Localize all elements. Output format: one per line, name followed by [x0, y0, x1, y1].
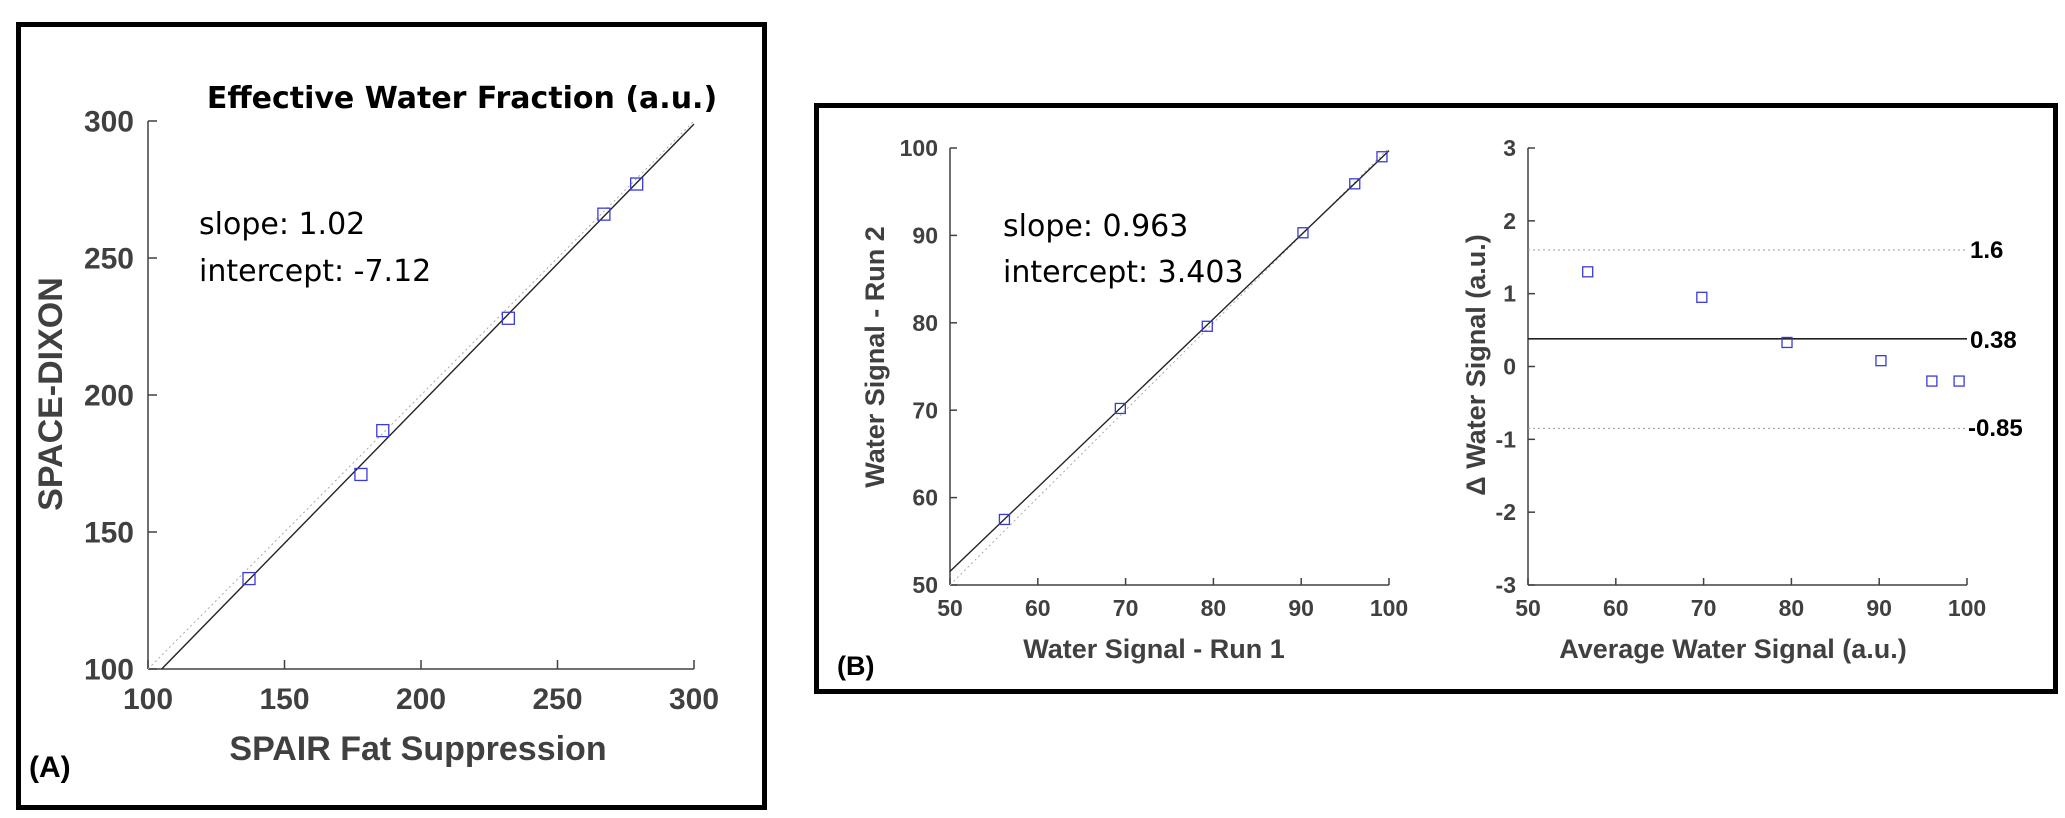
chart-b2-x-tick-label: 100: [1948, 595, 1986, 621]
chart-a-xlabel: SPAIR Fat Suppression: [229, 730, 606, 768]
chart-a-annotation-intercept: intercept: -7.12: [199, 254, 431, 289]
chart-b1-x-tick-label: 50: [937, 595, 963, 621]
chart-a-x-tick-label: 300: [669, 683, 719, 716]
chart-b2-point: [1926, 375, 1938, 387]
chart-b1-y-tick-label: 100: [900, 135, 938, 161]
chart-a-x-tick-label: 100: [123, 683, 173, 716]
panel-b-frame: [814, 103, 2058, 694]
chart-b1-x-tick-label: 100: [1370, 595, 1408, 621]
chart-b2-y-tick-label: -2: [1496, 499, 1516, 525]
chart-b1-point: [1349, 178, 1361, 190]
chart-b1-annotation-intercept: intercept: 3.403: [1003, 255, 1244, 290]
chart-b1-xlabel: Water Signal - Run 1: [1023, 634, 1285, 664]
chart-b1-annotation-slope: slope: 0.963: [1003, 209, 1188, 244]
chart-b1-plot: 50 60 70 80 90 100 50 60 70 80 90 100: [900, 135, 1409, 621]
chart-a-point: [376, 423, 390, 438]
chart-b2-x-tick-label: 50: [1515, 595, 1541, 621]
chart-a-title: Effective Water Fraction (a.u.): [207, 81, 717, 116]
chart-a-x-tick-label: 150: [259, 683, 309, 716]
chart-b2-xlabel: Average Water Signal (a.u.): [1559, 634, 1907, 664]
chart-a-plot: 100 150 200 250 300 100 150 200 250 300: [84, 106, 719, 717]
chart-b2-point: [1875, 355, 1887, 367]
chart-b2-loa-upper-label: 1.6: [1970, 237, 2003, 264]
panel-a-frame: [16, 22, 767, 810]
chart-b2-point: [1696, 291, 1708, 303]
chart-b1-x-tick-label: 80: [1201, 595, 1227, 621]
chart-a-y-tick-label: 100: [84, 654, 134, 687]
chart-b2-x-tick-label: 70: [1691, 595, 1717, 621]
chart-b2-ylabel: Δ Water Signal (a.u.): [1461, 234, 1491, 495]
chart-a-y-tick-label: 250: [84, 243, 134, 276]
chart-b2-loa-lower-label: -0.85: [1968, 415, 2023, 442]
chart-a-point: [354, 467, 368, 482]
chart-a-point: [501, 311, 516, 325]
chart-a-point: [242, 571, 256, 586]
chart-a-annotation-slope: slope: 1.02: [199, 207, 365, 242]
chart-b1-y-tick-label: 80: [912, 310, 938, 336]
chart-b2-y-tick-label: 0: [1503, 354, 1516, 380]
chart-b2-y-tick-label: 1: [1503, 281, 1516, 307]
chart-b2-mean-label: 0.38: [1970, 327, 2017, 354]
chart-a-y-tick-label: 150: [84, 517, 134, 550]
chart-a-point: [630, 177, 644, 191]
chart-b2-plot: 50 60 70 80 90 100 -3 -2 -1 0 1 2 3: [1496, 135, 1987, 621]
chart-b2-y-tick-label: -3: [1496, 572, 1516, 598]
chart-b1-ylabel: Water Signal - Run 2: [860, 226, 890, 488]
chart-b1-point: [1114, 402, 1126, 415]
chart-a-y-tick-label: 300: [84, 106, 134, 139]
chart-a-ylabel: SPACE-DIXON: [32, 277, 70, 511]
chart-b2-x-tick-label: 60: [1603, 595, 1629, 621]
chart-b2-y-tick-label: -1: [1496, 426, 1517, 452]
chart-b2-point: [1781, 336, 1793, 349]
panel-b-label: (B): [837, 651, 874, 681]
chart-b1-x-tick-label: 70: [1113, 595, 1139, 621]
chart-b1-point: [1297, 227, 1309, 239]
chart-b2-y-tick-label: 2: [1503, 208, 1516, 234]
chart-b1-fit-line: [949, 150, 1390, 572]
chart-a-fit-line: [161, 123, 695, 670]
chart-b2-point: [1582, 266, 1594, 278]
chart-b2-point: [1953, 375, 1965, 387]
chart-b1-x-tick-label: 60: [1025, 595, 1051, 621]
chart-b2-y-tick-label: 3: [1503, 135, 1516, 161]
chart-b1-x-tick-label: 90: [1288, 595, 1314, 621]
chart-a-identity-line: [147, 120, 695, 670]
chart-b1-point: [1376, 151, 1388, 163]
chart-b1-point: [998, 513, 1011, 526]
panel-a-label: (A): [29, 751, 71, 784]
chart-a-x-tick-label: 200: [396, 683, 446, 716]
chart-b2-x-tick-label: 90: [1866, 595, 1892, 621]
chart-b1-y-tick-label: 90: [912, 222, 938, 248]
chart-b1-y-tick-label: 60: [912, 485, 938, 511]
chart-b1-y-tick-label: 50: [912, 572, 938, 598]
chart-b1-y-tick-label: 70: [912, 397, 938, 423]
chart-a-y-tick-label: 200: [84, 380, 134, 413]
chart-b1-point: [1201, 320, 1213, 332]
chart-b2-x-tick-label: 80: [1779, 595, 1805, 621]
chart-a-point: [597, 207, 611, 221]
chart-a-x-tick-label: 250: [532, 683, 582, 716]
